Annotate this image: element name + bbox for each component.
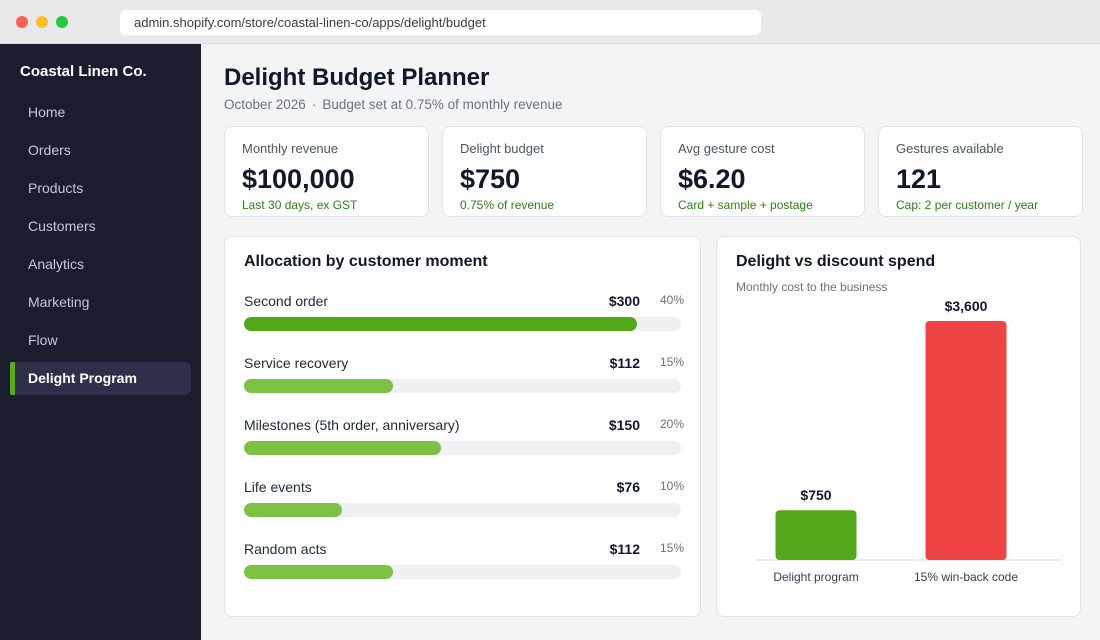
- kpi-value: $100,000: [242, 164, 355, 194]
- main-content: Delight Budget Planner October 2026 · Budg…: [201, 44, 1100, 640]
- chart-bar-1: [925, 321, 1007, 560]
- subtitle-separator: ·: [311, 97, 317, 112]
- allocation-progress-track: [244, 317, 681, 331]
- kpi-card-monthly-revenue: Monthly revenue $100,000 Last 30 days, e…: [224, 126, 429, 217]
- comparison-subtitle: Monthly cost to the business: [736, 280, 888, 294]
- allocation-name: Life events: [244, 479, 312, 495]
- kpi-note: Cap: 2 per customer / year: [896, 198, 1039, 212]
- allocation-progress-track: [244, 565, 681, 579]
- kpi-note: Last 30 days, ex GST: [242, 198, 358, 212]
- sidebar-nav: Home Orders Products Customers Analytics…: [10, 96, 191, 400]
- close-window-button[interactable]: [16, 16, 28, 28]
- allocation-amount: $150: [608, 417, 640, 433]
- allocation-title: Allocation by customer moment: [244, 253, 488, 270]
- kpi-note: 0.75% of revenue: [460, 198, 555, 212]
- sidebar-item-marketing[interactable]: Marketing: [28, 294, 90, 310]
- allocation-progress-track: [244, 503, 681, 517]
- comparison-card: Delight vs discount spend Monthly cost t…: [716, 236, 1081, 617]
- kpi-note: Card + sample + postage: [678, 198, 813, 212]
- allocation-percent: 20%: [659, 417, 684, 431]
- allocation-row-milestones: Milestones (5th order, anniversary) $150…: [244, 417, 684, 467]
- kpi-label: Avg gesture cost: [678, 141, 775, 156]
- kpi-value: 121: [896, 164, 942, 194]
- comparison-title: Delight vs discount spend: [736, 253, 936, 270]
- allocation-row-service-recovery: Service recovery $112 15%: [244, 355, 684, 405]
- allocation-row-second-order: Second order $300 40%: [244, 293, 684, 343]
- allocation-name: Service recovery: [244, 355, 349, 371]
- allocation-name: Random acts: [244, 541, 327, 557]
- allocation-card: Allocation by customer moment Second ord…: [224, 236, 701, 617]
- allocation-row-life-events: Life events $76 10%: [244, 479, 684, 529]
- store-name: Coastal Linen Co.: [20, 63, 147, 80]
- kpi-value: $750: [460, 164, 521, 194]
- allocation-progress-fill: [244, 441, 441, 455]
- allocation-name: Milestones (5th order, anniversary): [244, 417, 460, 433]
- allocation-row-random-acts: Random acts $112 15%: [244, 541, 684, 591]
- kpi-value: $6.20: [678, 164, 746, 194]
- allocation-percent: 15%: [659, 541, 684, 555]
- allocation-percent: 10%: [659, 479, 684, 493]
- address-bar[interactable]: admin.shopify.com/store/coastal-linen-co…: [120, 10, 761, 35]
- comparison-bar-chart: $750 Delight program $3,600 15% win-back co…: [756, 298, 1062, 584]
- chart-value-label-0: $750: [800, 487, 831, 503]
- sidebar-item-analytics[interactable]: Analytics: [28, 256, 85, 272]
- sidebar-item-products[interactable]: Products: [28, 180, 84, 196]
- sidebar-item-orders[interactable]: Orders: [28, 142, 71, 158]
- allocation-amount: $112: [609, 355, 640, 371]
- sidebar-item-customers[interactable]: Customers: [28, 218, 96, 234]
- allocation-amount: $76: [616, 479, 640, 495]
- maximize-window-button[interactable]: [56, 16, 68, 28]
- allocation-name: Second order: [244, 293, 329, 309]
- page-title: Delight Budget Planner: [224, 64, 490, 91]
- sidebar-item-delight-program[interactable]: Delight Program: [10, 362, 191, 395]
- allocation-progress-fill: [244, 503, 343, 517]
- kpi-card-delight-budget: Delight budget $750 0.75% of revenue: [442, 126, 647, 217]
- browser-chrome: admin.shopify.com/store/coastal-linen-co…: [0, 0, 1100, 44]
- budget-rule-text: Budget set at 0.75% of monthly revenue: [322, 97, 563, 112]
- chart-bar-0: [775, 510, 857, 560]
- sidebar-item-home[interactable]: Home: [28, 104, 66, 120]
- allocation-progress-fill: [244, 565, 393, 579]
- sidebar-item-flow[interactable]: Flow: [28, 332, 58, 348]
- chart-category-label-1: 15% win-back code: [914, 570, 1018, 584]
- chart-value-label-1: $3,600: [945, 298, 988, 314]
- allocation-percent: 40%: [659, 293, 684, 307]
- allocation-amount: $300: [608, 293, 640, 309]
- allocation-progress-track: [244, 441, 681, 455]
- sidebar: Coastal Linen Co. Home Orders Products C…: [0, 44, 201, 640]
- minimize-window-button[interactable]: [36, 16, 48, 28]
- allocation-amount: $112: [609, 541, 640, 557]
- allocation-progress-fill: [244, 379, 393, 393]
- kpi-card-gestures-available: Gestures available 121 Cap: 2 per custom…: [878, 126, 1083, 217]
- kpi-label: Delight budget: [460, 141, 544, 156]
- kpi-label: Monthly revenue: [242, 141, 339, 156]
- allocation-progress-fill: [244, 317, 638, 331]
- allocation-percent: 15%: [659, 355, 684, 369]
- kpi-label: Gestures available: [896, 141, 1004, 156]
- kpi-card-avg-gesture-cost: Avg gesture cost $6.20 Card + sample + p…: [660, 126, 865, 217]
- period-label: October 2026: [224, 97, 306, 112]
- chart-category-label-0: Delight program: [773, 570, 858, 584]
- allocation-progress-track: [244, 379, 681, 393]
- page-subtitle: October 2026 · Budget set at 0.75% of mont…: [224, 97, 562, 112]
